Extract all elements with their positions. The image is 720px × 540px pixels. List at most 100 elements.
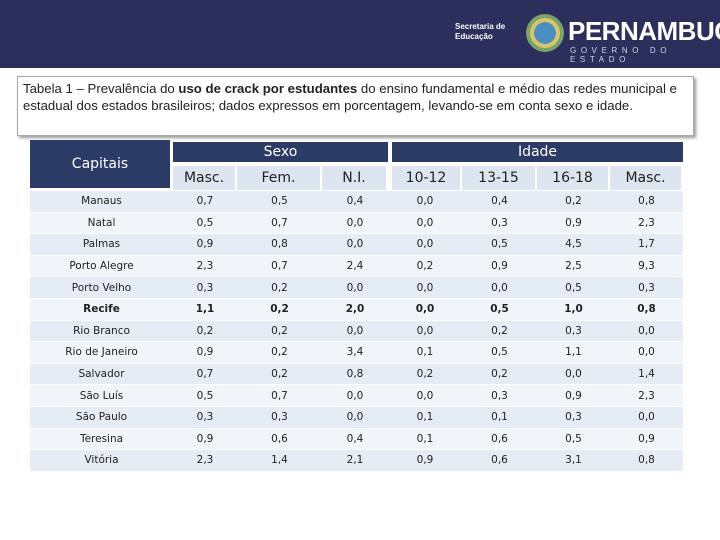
- caption-text: do ensino fundamental e médio das redes …: [23, 81, 677, 113]
- value-cell: 0,0: [388, 234, 462, 256]
- value-cell: 0,0: [610, 407, 683, 429]
- column-header: Masc.: [173, 166, 235, 190]
- brand: PERNAMBUCO: [568, 16, 720, 46]
- value-cell: 0,5: [173, 212, 237, 235]
- value-cell: 0,0: [610, 342, 683, 364]
- value-cell: 0,5: [462, 342, 537, 364]
- capital-cell: Vitória: [30, 450, 173, 472]
- value-cell: 1,0: [537, 299, 610, 321]
- value-cell: 0,0: [322, 234, 388, 256]
- value-cell: 2,1: [322, 450, 388, 472]
- secretaria-label: Secretaria de Educação: [455, 22, 506, 41]
- column-header: 10-12: [392, 166, 460, 190]
- value-cell: 0,5: [237, 191, 322, 213]
- value-cell: 0,6: [237, 428, 322, 451]
- column-header: Masc.: [610, 166, 681, 190]
- value-cell: 0,0: [610, 320, 683, 343]
- caption-text: Tabela 1 – Prevalência do: [23, 81, 179, 96]
- value-cell: 0,8: [322, 363, 388, 386]
- value-cell: 0,3: [462, 212, 537, 235]
- group-header: Idade: [392, 142, 683, 162]
- capital-cell: São Luís: [30, 385, 173, 407]
- column-header: N.I.: [322, 166, 386, 190]
- value-cell: 0,3: [610, 277, 683, 299]
- value-cell: 0,9: [462, 255, 537, 278]
- value-cell: 0,7: [237, 255, 322, 278]
- value-cell: 0,0: [322, 277, 388, 299]
- value-cell: 0,3: [237, 407, 322, 429]
- value-cell: 0,9: [537, 385, 610, 407]
- value-cell: 2,0: [322, 299, 388, 321]
- value-cell: 0,7: [237, 212, 322, 235]
- value-cell: 0,7: [173, 363, 237, 386]
- value-cell: 1,1: [537, 342, 610, 364]
- value-cell: 0,0: [388, 191, 462, 213]
- value-cell: 0,3: [537, 407, 610, 429]
- value-cell: 0,0: [322, 320, 388, 343]
- value-cell: 0,3: [462, 385, 537, 407]
- value-cell: 0,2: [462, 363, 537, 386]
- value-cell: 0,9: [173, 428, 237, 451]
- value-cell: 0,5: [462, 234, 537, 256]
- value-cell: 0,6: [462, 450, 537, 472]
- value-cell: 0,4: [462, 191, 537, 213]
- capital-cell: São Paulo: [30, 407, 173, 429]
- value-cell: 2,4: [322, 255, 388, 278]
- value-cell: 2,3: [173, 450, 237, 472]
- value-cell: 0,5: [173, 385, 237, 407]
- value-cell: 0,2: [537, 191, 610, 213]
- value-cell: 0,2: [237, 363, 322, 386]
- capital-cell: Palmas: [30, 234, 173, 256]
- value-cell: 0,1: [388, 407, 462, 429]
- value-cell: 0,5: [537, 277, 610, 299]
- value-cell: 0,0: [322, 407, 388, 429]
- value-cell: 0,3: [537, 320, 610, 343]
- value-cell: 0,0: [322, 385, 388, 407]
- value-cell: 0,0: [388, 385, 462, 407]
- value-cell: 0,0: [388, 277, 462, 299]
- value-cell: 0,6: [462, 428, 537, 451]
- capital-cell: Rio Branco: [30, 320, 173, 343]
- value-cell: 0,8: [610, 299, 683, 321]
- value-cell: 0,2: [462, 320, 537, 343]
- value-cell: 0,2: [237, 277, 322, 299]
- value-cell: 0,9: [610, 428, 683, 451]
- value-cell: 3,1: [537, 450, 610, 472]
- group-header: Sexo: [173, 142, 388, 162]
- column-header: 16-18: [537, 166, 608, 190]
- brand-subtitle: GOVERNO DO ESTADO: [570, 46, 672, 64]
- value-cell: 0,9: [388, 450, 462, 472]
- capital-cell: Manaus: [30, 191, 173, 213]
- value-cell: 2,3: [173, 255, 237, 278]
- top-banner: [0, 0, 720, 68]
- value-cell: 0,2: [388, 363, 462, 386]
- value-cell: 2,3: [610, 212, 683, 235]
- caption-bold: uso de crack por estudantes: [178, 81, 358, 96]
- capital-cell: Teresina: [30, 428, 173, 451]
- value-cell: 0,2: [237, 320, 322, 343]
- capital-cell: Recife: [30, 299, 173, 321]
- value-cell: 0,3: [173, 407, 237, 429]
- capital-cell: Natal: [30, 212, 173, 235]
- value-cell: 0,9: [537, 212, 610, 235]
- value-cell: 0,0: [388, 299, 462, 321]
- value-cell: 9,3: [610, 255, 683, 278]
- value-cell: 0,0: [462, 277, 537, 299]
- value-cell: 0,4: [322, 428, 388, 451]
- value-cell: 0,1: [388, 428, 462, 451]
- value-cell: 2,3: [610, 385, 683, 407]
- capital-cell: Rio de Janeiro: [30, 342, 173, 364]
- value-cell: 0,0: [388, 212, 462, 235]
- capital-cell: Porto Velho: [30, 277, 173, 299]
- row-header: Capitais: [30, 140, 170, 188]
- value-cell: 1,4: [237, 450, 322, 472]
- value-cell: 0,2: [388, 255, 462, 278]
- value-cell: 0,4: [322, 191, 388, 213]
- value-cell: 0,2: [237, 342, 322, 364]
- value-cell: 2,5: [537, 255, 610, 278]
- value-cell: 0,1: [462, 407, 537, 429]
- value-cell: 0,8: [237, 234, 322, 256]
- capital-cell: Porto Alegre: [30, 255, 173, 278]
- value-cell: 3,4: [322, 342, 388, 364]
